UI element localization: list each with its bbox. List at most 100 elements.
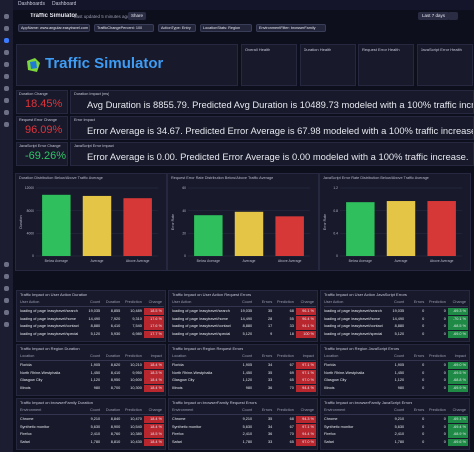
table-cell: 18.4 %: [143, 416, 164, 423]
nav-icon[interactable]: [4, 50, 9, 55]
table-cell: 8,880: [394, 324, 405, 328]
table-cell: 18.4 %: [143, 438, 164, 446]
chart-title: Request Error Rate Distribution Below/Ab…: [171, 176, 273, 180]
table-cell: 94.4 %: [295, 384, 316, 392]
column-header: Environment: [172, 408, 236, 415]
y-tick-label: 8000: [27, 209, 35, 213]
table-cell: 94.4 %: [295, 431, 316, 438]
table-cell: 0: [443, 324, 446, 328]
table-cell: 8,900: [110, 424, 121, 429]
table-cell: Chrome: [20, 417, 34, 421]
impact-text: Avg Duration is 8855.79. Predicted Avg D…: [87, 99, 474, 110]
table-cell: 97.1 %: [295, 423, 316, 431]
table-cell: 0: [443, 370, 446, 375]
y-axis-label: Duration: [19, 215, 23, 228]
y-tick-label: 0.4: [333, 232, 338, 236]
table-cell: 7,540: [132, 324, 142, 328]
breadcrumb[interactable]: Dashboards: [18, 1, 45, 7]
y-tick-label: 0: [336, 254, 338, 258]
bar: [346, 202, 375, 256]
filter-chip[interactable]: ActionType: Entry: [158, 24, 196, 32]
table-cell: 1,780: [394, 439, 405, 444]
table-cell: 10,540: [130, 424, 142, 429]
nav-icon[interactable]: [4, 298, 9, 303]
table-panel: Traffic Impact on browserFamily JavaScri…: [320, 398, 470, 450]
table-cell: 33: [289, 324, 294, 328]
table-cell: 980: [245, 385, 253, 390]
table-cell: Firefox: [172, 432, 184, 436]
table-cell: 0: [422, 432, 425, 436]
nav-icon[interactable]: [4, 322, 9, 327]
chart-title: Duration Distribution Below/Above Traffi…: [19, 176, 103, 180]
table-cell: 0: [422, 424, 425, 429]
filter-chip[interactable]: TrafficChangePercent: 100: [94, 24, 154, 32]
nav-icon[interactable]: [4, 98, 9, 103]
table-cell: loading of page /easytravel/special: [324, 331, 383, 336]
bar: [42, 194, 71, 256]
nav-icon[interactable]: [4, 62, 9, 67]
table-cell: 7,920: [110, 316, 121, 321]
bar: [123, 198, 152, 256]
table-cell: 35: [268, 309, 273, 313]
table-title: Traffic Impact on browserFamily Duration: [20, 400, 93, 405]
table-cell: 36: [268, 385, 273, 390]
table-cell: -68.8 %: [447, 377, 468, 384]
table-cell: 8,410: [110, 370, 121, 375]
column-header: Change: [143, 408, 164, 415]
column-header: Prediction: [426, 300, 448, 307]
table-cell: Safari: [172, 439, 182, 444]
table-cell: 8,840: [110, 417, 121, 421]
column-header: Prediction: [122, 300, 144, 307]
table-cell: 5,630: [394, 424, 405, 429]
bar: [234, 211, 264, 256]
impact-text: Error Average is 34.67. Predicted Error …: [87, 125, 474, 136]
nav-icon[interactable]: [4, 274, 9, 279]
nav-icon[interactable]: [4, 38, 9, 43]
column-header: Prediction: [274, 300, 296, 307]
table-cell: Safari: [20, 439, 30, 444]
column-header: Count: [387, 354, 407, 361]
table-cell: 28: [268, 316, 273, 321]
breadcrumb[interactable]: Dashboard: [52, 1, 77, 7]
table-cell: 10,430: [130, 439, 142, 444]
filter-chip[interactable]: LocationStats: Region: [200, 24, 252, 32]
updated: Last updated 5 minutes ago: [74, 14, 130, 19]
table-cell: 18.3 %: [143, 369, 164, 377]
table-cell: 0: [443, 309, 446, 313]
impact-label: Duration Impact (ms): [74, 92, 110, 96]
nav-icon[interactable]: [4, 262, 9, 267]
share-button[interactable]: Share: [128, 12, 147, 20]
metric-box: Request Error Change 96.09%: [16, 116, 68, 140]
table-cell: 18.4 %: [143, 384, 164, 392]
timeframe[interactable]: Last 7 days: [418, 12, 450, 20]
table-cell: Synthetic monitor: [20, 424, 50, 429]
nav-icon[interactable]: [4, 122, 9, 127]
table-cell: 18: [289, 331, 294, 336]
column-header: Errors: [406, 408, 427, 415]
sidebar: [0, 0, 13, 452]
nav-icon[interactable]: [4, 86, 9, 91]
chart: Request Error Rate Distribution Below/Ab…: [167, 173, 319, 271]
nav-icon[interactable]: [4, 310, 9, 315]
refresh[interactable]: [448, 12, 458, 20]
filter-chip[interactable]: AppName: www.angular.easytravel.com: [18, 24, 90, 32]
table-cell: 0: [422, 439, 425, 444]
nav-icon[interactable]: [4, 286, 9, 291]
nav-icon[interactable]: [4, 110, 9, 115]
x-tick-label: Below Average: [349, 259, 372, 263]
table-cell: 34: [268, 424, 273, 429]
logo-text: Traffic Simulator: [45, 55, 164, 72]
nav-icon[interactable]: [4, 74, 9, 79]
table-cell: 5,630: [242, 424, 253, 429]
column-header: Change: [295, 408, 316, 415]
column-header: Change: [143, 300, 164, 307]
filter-chip[interactable]: EnvironmentFilter: browserFamily: [256, 24, 326, 32]
nav-icon[interactable]: [4, 26, 9, 31]
logo-icon: [27, 58, 40, 72]
table-cell: 0: [443, 439, 446, 444]
table-cell: loading of page /easytravel/home: [20, 316, 76, 321]
column-header: Location: [324, 354, 388, 361]
column-header: Environment: [20, 408, 84, 415]
nav-icon[interactable]: [4, 14, 9, 19]
table-cell: loading of page /easytravel/special: [172, 331, 231, 336]
